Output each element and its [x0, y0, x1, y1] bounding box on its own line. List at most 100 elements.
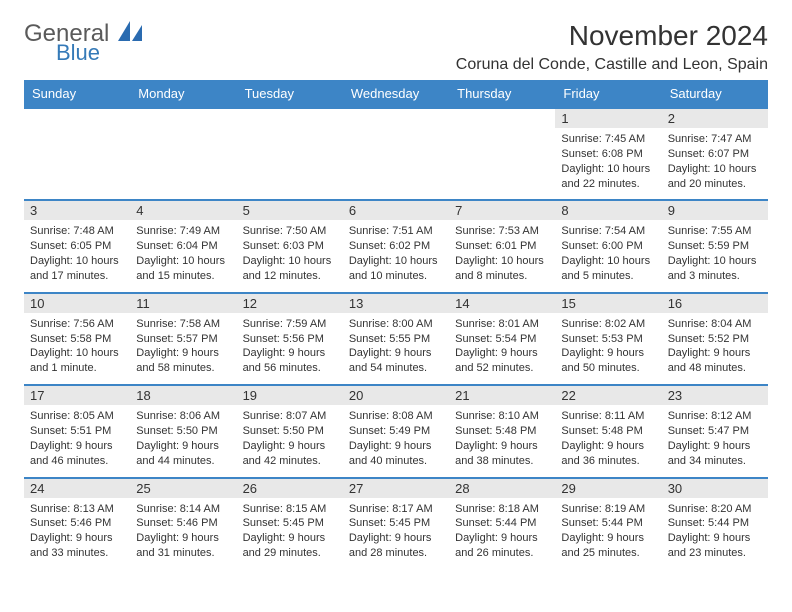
- daylight-text: Daylight: 9 hours and 31 minutes.: [136, 531, 230, 561]
- sunset-text: Sunset: 5:53 PM: [561, 332, 655, 347]
- sunrise-text: Sunrise: 7:54 AM: [561, 224, 655, 239]
- sunset-text: Sunset: 5:57 PM: [136, 332, 230, 347]
- day-number: 2: [662, 109, 768, 128]
- day-cell: 6Sunrise: 7:51 AMSunset: 6:02 PMDaylight…: [343, 200, 449, 292]
- daylight-text: Daylight: 9 hours and 34 minutes.: [668, 439, 762, 469]
- sunset-text: Sunset: 5:52 PM: [668, 332, 762, 347]
- day-cell: 4Sunrise: 7:49 AMSunset: 6:04 PMDaylight…: [130, 200, 236, 292]
- day-details: Sunrise: 7:54 AMSunset: 6:00 PMDaylight:…: [561, 224, 655, 283]
- title-block: November 2024 Coruna del Conde, Castille…: [456, 20, 768, 74]
- sunrise-text: Sunrise: 7:51 AM: [349, 224, 443, 239]
- day-details: Sunrise: 7:45 AMSunset: 6:08 PMDaylight:…: [561, 132, 655, 191]
- sunrise-text: Sunrise: 7:45 AM: [561, 132, 655, 147]
- daylight-text: Daylight: 10 hours and 15 minutes.: [136, 254, 230, 284]
- day-cell: 8 Sunrise: 7:54 AMSunset: 6:00 PMDaylight…: [555, 200, 661, 292]
- sunrise-text: Sunrise: 8:00 AM: [349, 317, 443, 332]
- day-details: Sunrise: 8:07 AMSunset: 5:50 PMDaylight:…: [243, 409, 337, 468]
- sunset-text: Sunset: 6:05 PM: [30, 239, 124, 254]
- daylight-text: Daylight: 9 hours and 33 minutes.: [30, 531, 124, 561]
- daylight-text: Daylight: 9 hours and 50 minutes.: [561, 346, 655, 376]
- sunset-text: Sunset: 5:44 PM: [668, 516, 762, 531]
- sunrise-text: Sunrise: 8:12 AM: [668, 409, 762, 424]
- daylight-text: Daylight: 9 hours and 26 minutes.: [455, 531, 549, 561]
- day-details: Sunrise: 7:55 AMSunset: 5:59 PMDaylight:…: [668, 224, 762, 283]
- sunrise-text: Sunrise: 8:04 AM: [668, 317, 762, 332]
- daylight-text: Daylight: 9 hours and 52 minutes.: [455, 346, 549, 376]
- daylight-text: Daylight: 9 hours and 44 minutes.: [136, 439, 230, 469]
- daylight-text: Daylight: 10 hours and 17 minutes.: [30, 254, 124, 284]
- day-details: Sunrise: 7:50 AMSunset: 6:03 PMDaylight:…: [243, 224, 337, 283]
- day-number: 3: [24, 201, 130, 220]
- day-details: Sunrise: 8:06 AMSunset: 5:50 PMDaylight:…: [136, 409, 230, 468]
- day-number: 29: [555, 479, 661, 498]
- day-cell: 5Sunrise: 7:50 AMSunset: 6:03 PMDaylight…: [237, 200, 343, 292]
- sunrise-text: Sunrise: 7:53 AM: [455, 224, 549, 239]
- day-details: Sunrise: 8:13 AMSunset: 5:46 PMDaylight:…: [30, 502, 124, 561]
- day-number: 25: [130, 479, 236, 498]
- day-cell: 26Sunrise: 8:15 AMSunset: 5:45 PMDayligh…: [237, 478, 343, 569]
- weekday-header: Saturday: [662, 80, 768, 108]
- day-cell: 21Sunrise: 8:10 AMSunset: 5:48 PMDayligh…: [449, 385, 555, 477]
- day-number: 17: [24, 386, 130, 405]
- sunrise-text: Sunrise: 8:08 AM: [349, 409, 443, 424]
- sunset-text: Sunset: 5:55 PM: [349, 332, 443, 347]
- sunset-text: Sunset: 5:48 PM: [455, 424, 549, 439]
- sunrise-text: Sunrise: 8:17 AM: [349, 502, 443, 517]
- daylight-text: Daylight: 9 hours and 23 minutes.: [668, 531, 762, 561]
- day-cell: 29Sunrise: 8:19 AMSunset: 5:44 PMDayligh…: [555, 478, 661, 569]
- day-number: 18: [130, 386, 236, 405]
- sunset-text: Sunset: 6:08 PM: [561, 147, 655, 162]
- logo: General Blue: [24, 20, 144, 62]
- sunset-text: Sunset: 5:50 PM: [136, 424, 230, 439]
- daylight-text: Daylight: 9 hours and 38 minutes.: [455, 439, 549, 469]
- day-details: Sunrise: 8:02 AMSunset: 5:53 PMDaylight:…: [561, 317, 655, 376]
- day-number: 30: [662, 479, 768, 498]
- weekday-header: Friday: [555, 80, 661, 108]
- sunset-text: Sunset: 6:03 PM: [243, 239, 337, 254]
- day-cell: 9 Sunrise: 7:55 AMSunset: 5:59 PMDaylight…: [662, 200, 768, 292]
- sunset-text: Sunset: 5:47 PM: [668, 424, 762, 439]
- day-cell: 24Sunrise: 8:13 AMSunset: 5:46 PMDayligh…: [24, 478, 130, 569]
- sunset-text: Sunset: 5:46 PM: [30, 516, 124, 531]
- daylight-text: Daylight: 9 hours and 54 minutes.: [349, 346, 443, 376]
- day-number: 8: [555, 201, 661, 220]
- day-number: 26: [237, 479, 343, 498]
- day-cell: 18 Sunrise: 8:06 AMSunset: 5:50 PMDayligh…: [130, 385, 236, 477]
- day-cell: 7Sunrise: 7:53 AMSunset: 6:01 PMDaylight…: [449, 200, 555, 292]
- sunset-text: Sunset: 5:48 PM: [561, 424, 655, 439]
- sunrise-text: Sunrise: 8:10 AM: [455, 409, 549, 424]
- day-details: Sunrise: 8:12 AMSunset: 5:47 PMDaylight:…: [668, 409, 762, 468]
- day-details: Sunrise: 8:20 AMSunset: 5:44 PMDaylight:…: [668, 502, 762, 561]
- sunset-text: Sunset: 6:07 PM: [668, 147, 762, 162]
- day-details: Sunrise: 7:49 AMSunset: 6:04 PMDaylight:…: [136, 224, 230, 283]
- daylight-text: Daylight: 9 hours and 46 minutes.: [30, 439, 124, 469]
- daylight-text: Daylight: 10 hours and 10 minutes.: [349, 254, 443, 284]
- day-details: Sunrise: 7:47 AMSunset: 6:07 PMDaylight:…: [668, 132, 762, 191]
- daylight-text: Daylight: 10 hours and 5 minutes.: [561, 254, 655, 284]
- sunrise-text: Sunrise: 7:47 AM: [668, 132, 762, 147]
- day-cell: 15 Sunrise: 8:02 AMSunset: 5:53 PMDayligh…: [555, 293, 661, 385]
- sunset-text: Sunset: 5:54 PM: [455, 332, 549, 347]
- sunset-text: Sunset: 6:04 PM: [136, 239, 230, 254]
- daylight-text: Daylight: 10 hours and 8 minutes.: [455, 254, 549, 284]
- sunset-text: Sunset: 6:01 PM: [455, 239, 549, 254]
- day-cell: [24, 108, 130, 200]
- sunset-text: Sunset: 5:44 PM: [455, 516, 549, 531]
- day-number: 27: [343, 479, 449, 498]
- day-cell: 17 Sunrise: 8:05 AMSunset: 5:51 PMDayligh…: [24, 385, 130, 477]
- sunrise-text: Sunrise: 8:20 AM: [668, 502, 762, 517]
- day-cell: 11Sunrise: 7:58 AMSunset: 5:57 PMDayligh…: [130, 293, 236, 385]
- day-number: 19: [237, 386, 343, 405]
- day-number: 9: [662, 201, 768, 220]
- week-row: 17 Sunrise: 8:05 AMSunset: 5:51 PMDayligh…: [24, 385, 768, 477]
- day-details: Sunrise: 8:05 AMSunset: 5:51 PMDaylight:…: [30, 409, 124, 468]
- day-details: Sunrise: 8:18 AMSunset: 5:44 PMDaylight:…: [455, 502, 549, 561]
- sunset-text: Sunset: 5:49 PM: [349, 424, 443, 439]
- sunrise-text: Sunrise: 7:49 AM: [136, 224, 230, 239]
- daylight-text: Daylight: 9 hours and 42 minutes.: [243, 439, 337, 469]
- weekday-header: Monday: [130, 80, 236, 108]
- day-number: 15: [555, 294, 661, 313]
- day-details: Sunrise: 7:53 AMSunset: 6:01 PMDaylight:…: [455, 224, 549, 283]
- sunrise-text: Sunrise: 7:56 AM: [30, 317, 124, 332]
- day-number: 28: [449, 479, 555, 498]
